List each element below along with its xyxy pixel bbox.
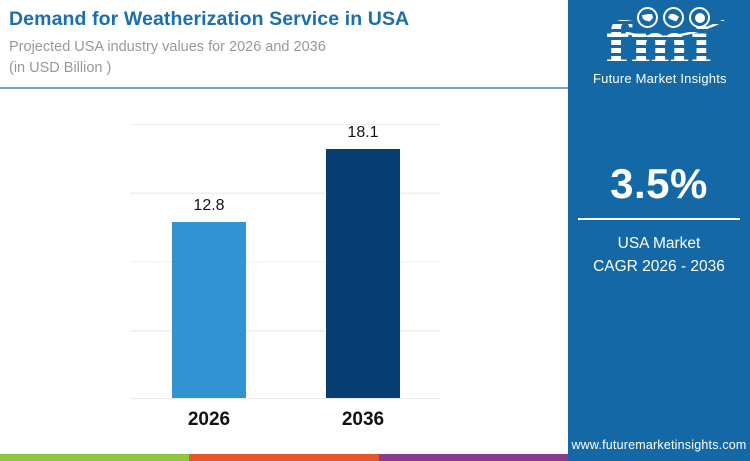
header: Demand for Weatherization Service in USA… [0,0,568,89]
bar-chart: 12.8 18.1 2026 2036 [0,91,568,453]
unit-note: (in USD Billion ) [9,59,112,76]
bar-value-label: 12.8 [193,197,225,214]
x-axis-label-2036: 2036 [341,409,385,430]
stripe-green [0,454,190,461]
bar-2026 [172,222,246,398]
bar-2036 [326,149,400,398]
plot-area: 12.8 18.1 [130,124,440,399]
footer-stripes [0,454,568,461]
x-axis-label-2026: 2026 [187,409,231,430]
bar-group-2036: 18.1 [326,124,400,398]
stat-block: 3.5% USA Market CAGR 2026 - 2036 [568,160,750,279]
bar-value-label: 18.1 [347,124,379,142]
fmi-logo: fmi Future Market Insights [593,7,727,87]
website-url: www.futuremarketinsights.com [571,438,747,452]
stat-label-cagr-period: CAGR 2026 - 2036 [593,258,725,276]
sidebar: fmi Future Market Insights 3.5% USA Mark… [568,0,750,461]
stat-label-market: USA Market [617,235,701,252]
usa-map-icon [637,7,658,28]
stripe-orange [189,454,379,461]
stripe-purple [378,454,568,461]
page-title: Demand for Weatherization Service in USA [9,8,410,30]
x-axis: 2026 2036 [130,409,440,439]
bar-group-2026: 12.8 [172,124,246,398]
europe-map-icon [663,7,684,28]
globe-icon [689,7,710,28]
chart-subtitle: Projected USA industry values for 2026 a… [9,39,326,55]
logo-globe-icons [637,7,710,28]
logo-tagline: Future Market Insights [593,71,727,86]
cagr-value: 3.5% [610,160,708,207]
stat-divider [578,218,740,220]
